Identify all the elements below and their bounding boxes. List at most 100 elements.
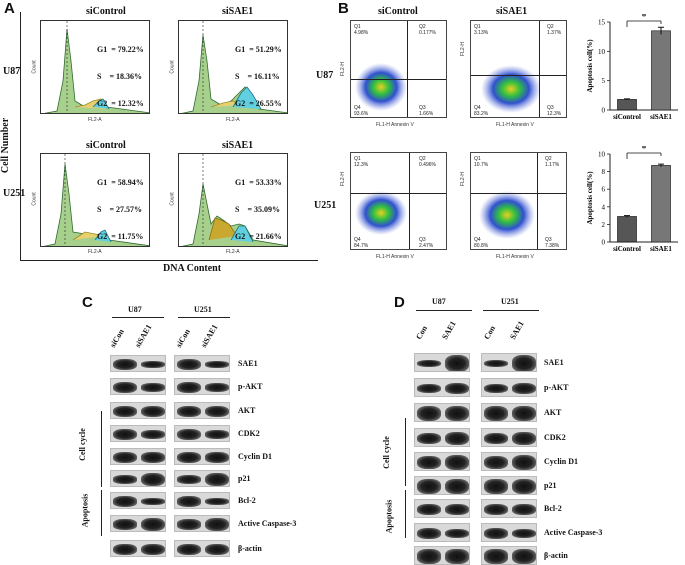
panel-a-col-sisae1: siSAE1 — [222, 6, 254, 17]
western-blot-strip — [414, 476, 470, 495]
y-tick-label: 4 — [602, 203, 606, 211]
protein-label: SAE1 — [238, 358, 258, 368]
protein-band — [141, 430, 165, 439]
protein-band — [141, 452, 165, 463]
protein-band — [417, 359, 441, 368]
q4-value: 84.7% — [354, 243, 369, 249]
panel-a-ylabel: Cell Number — [0, 117, 12, 174]
q1-value: 3.13% — [474, 30, 489, 36]
group-bracket — [405, 418, 406, 486]
protein-band — [177, 451, 201, 464]
panel-b-label: B — [338, 0, 349, 17]
western-blot-strip — [110, 402, 166, 419]
panel-c-cellline-u87: U87 — [128, 305, 142, 314]
panel-c-label: C — [82, 294, 93, 311]
q2-label: Q2 — [419, 24, 426, 30]
apoptosis-bar-chart-u87: 0 5 10 15 Apoptosis cell(%) siControl siSAE1 * — [586, 14, 678, 121]
panel-b-row-u251: U251 — [314, 200, 337, 211]
group-bracket — [405, 490, 406, 538]
protein-band — [141, 383, 165, 392]
axis-label: FL2-A — [226, 117, 240, 123]
protein-band — [113, 496, 137, 507]
y-tick-label: 2 — [602, 221, 606, 229]
q3-label: Q3 — [545, 237, 552, 243]
protein-label: p-AKT — [544, 382, 569, 392]
g1-value: G1 = 53.33% — [235, 178, 282, 187]
x-tick-label: siControl — [613, 113, 641, 121]
protein-band — [177, 358, 201, 371]
protein-band — [484, 432, 508, 445]
q4-value: 83.2% — [474, 111, 489, 117]
protein-band — [417, 383, 441, 394]
lane-label: Con — [482, 324, 498, 341]
panel-c-cellline-u251: U251 — [194, 305, 212, 314]
cell-cycle-histogram: G1 = 58.94% S = 27.57% G2 = 11.75% — [40, 153, 150, 247]
cellline-underline — [416, 310, 472, 311]
q1-value: 10.7% — [474, 162, 489, 168]
y-tick-label: 10 — [598, 48, 606, 56]
q3-value: 7.38% — [545, 243, 560, 249]
protein-band — [445, 405, 469, 421]
lane-label: Con — [414, 324, 430, 341]
significance-star: * — [642, 146, 647, 155]
panel-a-col-sicontrol: siControl — [86, 6, 126, 17]
protein-band — [417, 432, 441, 445]
western-blot-strip — [174, 402, 230, 419]
western-blot-strip — [414, 353, 470, 372]
protein-band — [417, 455, 441, 470]
western-blot-strip — [481, 403, 537, 422]
y-tick-label: 15 — [598, 19, 606, 27]
quadrant-line — [539, 21, 540, 117]
western-blot-strip — [481, 523, 537, 542]
cell-cycle-histogram: G1 = 53.33% S = 35.09% G2 = 21.66% — [178, 153, 288, 247]
q2-label: Q2 — [547, 24, 554, 30]
protein-band — [417, 527, 441, 540]
protein-band — [445, 503, 469, 516]
panel-a-xlabel: DNA Content — [163, 263, 222, 274]
group-bracket — [101, 411, 102, 487]
q2-value: 1.37% — [547, 30, 562, 36]
protein-band — [484, 359, 508, 368]
protein-band — [484, 383, 508, 394]
group-bracket — [101, 490, 102, 536]
x-tick-label: siSAE1 — [650, 245, 672, 253]
protein-band — [205, 405, 229, 418]
y-tick-label: 0 — [602, 107, 606, 115]
lane-label: SAE1 — [440, 319, 458, 341]
western-blot-strip — [174, 470, 230, 487]
bar-siControl — [617, 216, 637, 243]
q2-label: Q2 — [419, 156, 426, 162]
quadrant-line — [537, 153, 538, 249]
protein-band — [113, 428, 137, 441]
protein-band — [417, 405, 441, 421]
protein-band — [445, 549, 469, 564]
protein-band — [445, 431, 469, 446]
bar-siSAE1 — [651, 165, 671, 243]
protein-band — [445, 355, 469, 371]
protein-band — [177, 475, 201, 484]
bar-siControl — [617, 99, 637, 111]
panel-a-col-sisae1-2: siSAE1 — [222, 140, 254, 151]
protein-band — [512, 503, 536, 516]
annexin-dot-plot: Q1 10.7% Q2 1.17% Q4 80.8% Q3 7.38% — [470, 152, 567, 250]
panel-b-col-sicontrol: siControl — [378, 6, 418, 17]
western-blot-strip — [174, 378, 230, 395]
western-blot-strip — [414, 452, 470, 471]
lane-label: siCon — [108, 327, 126, 349]
quadrant-line — [351, 193, 446, 194]
protein-label: Bcl-2 — [238, 495, 256, 505]
western-blot-strip — [110, 492, 166, 509]
cell-cycle-histogram: G1 = 51.29% S = 16.11% G2 = 26.55% — [178, 20, 288, 114]
q4-label: Q4 — [474, 237, 481, 243]
protein-band — [177, 496, 201, 507]
axis-label: FL2-H — [339, 172, 346, 186]
q3-label: Q3 — [547, 105, 554, 111]
panel-a-row-u251: U251 — [3, 188, 26, 199]
histogram-plot — [44, 21, 149, 113]
q4-label: Q4 — [474, 105, 481, 111]
western-blot-strip — [174, 425, 230, 442]
g1-value: G1 = 79.22% — [97, 45, 144, 54]
western-blot-strip — [174, 515, 230, 532]
protein-band — [445, 528, 469, 539]
cellline-underline — [178, 317, 230, 318]
